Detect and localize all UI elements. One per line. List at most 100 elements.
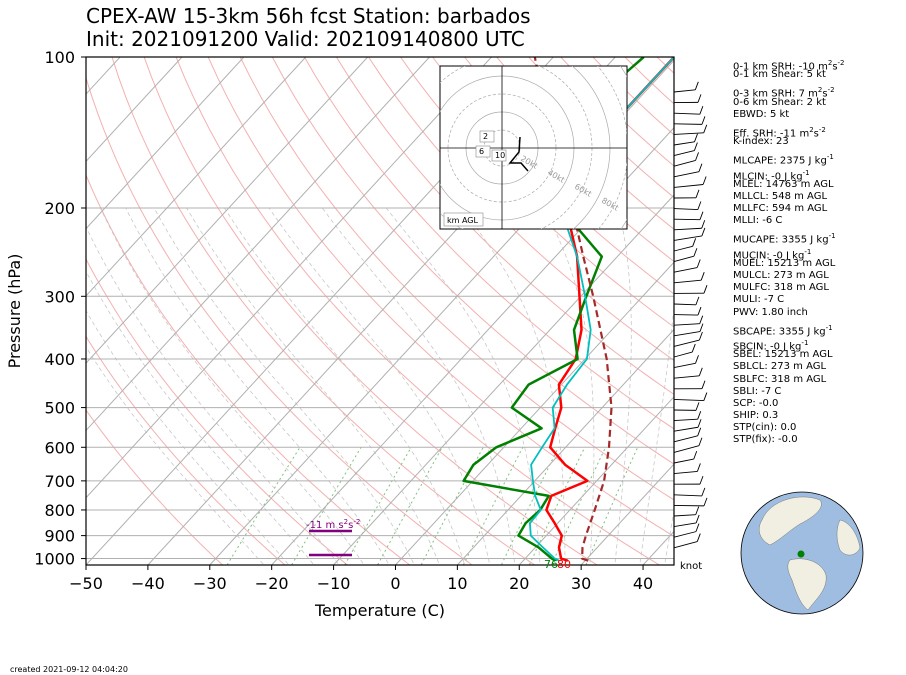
wind-barb — [673, 533, 701, 549]
index-row: Eff. SRH: -11 m2s-2 — [733, 125, 826, 140]
moist-adiabat — [268, 207, 491, 565]
index-row: 0-3 km SRH: 7 m2s-2 — [733, 86, 835, 100]
index-row: MUCAPE: 3355 J kg-1 — [733, 232, 836, 246]
wind-barb — [673, 355, 699, 369]
hodograph-legend: km AGL — [443, 212, 484, 227]
index-row: SCP: -0.0 — [733, 397, 779, 409]
index-row: MLCAPE: 2375 J kg-1 — [733, 153, 834, 167]
wetbulb-line — [529, 57, 674, 562]
moist-adiabat — [86, 225, 340, 565]
index-row: 0-1 km SRH: -10 m2s-2 — [733, 59, 845, 73]
wind-barb — [673, 427, 702, 443]
hodograph-trace — [508, 136, 529, 172]
globe-locator — [740, 491, 864, 615]
index-row: EBWD: 5 kt — [733, 108, 790, 120]
dry-adiabat — [239, 57, 674, 501]
mixing-ratio-line — [551, 447, 606, 565]
wind-barb — [673, 248, 698, 263]
index-row: 0-1 km Shear: 5 kt — [733, 69, 826, 81]
hodograph-frame — [439, 65, 628, 230]
wind-barb — [673, 163, 703, 178]
dry-adiabat — [111, 57, 536, 565]
x-tick-label: −40 — [131, 574, 165, 593]
wind-barb — [673, 142, 698, 157]
dry-adiabat — [86, 173, 411, 565]
srh-marker: -11 m s2s-2 — [306, 518, 360, 557]
index-row: MLEL: 14763 m AGL — [733, 178, 834, 190]
wind-barb — [673, 475, 704, 485]
index-row: MLLFC: 594 m AGL — [733, 203, 828, 215]
index-row: SBLI: -7 C — [733, 385, 782, 397]
wind-barb — [673, 315, 704, 326]
y-tick-label: 700 — [44, 472, 75, 491]
index-row: K-index: 23 — [733, 136, 789, 148]
axis-ticks: −50 −40 −30 −20 −10 0 10 20 30 40 100 200 300 400 500 6… — [5, 48, 653, 620]
wind-barb — [673, 402, 700, 411]
index-row: STP(cin): 0.0 — [733, 422, 797, 434]
index-row: MLLI: -6 C — [733, 215, 783, 227]
x-tick-label: 30 — [571, 574, 591, 593]
y-tick-label: 900 — [44, 527, 75, 546]
y-tick-label: 100 — [44, 48, 75, 67]
mixing-ratio-line — [500, 447, 559, 565]
title-line-2: Init: 2021091200 Valid: 202109140800 UTC — [86, 27, 525, 51]
dewpoint-line — [462, 57, 645, 562]
plot-frame — [85, 56, 675, 566]
index-row: MULFC: 318 m AGL — [733, 282, 829, 294]
hodograph-height-label: 2 — [479, 130, 495, 143]
wind-barb — [673, 514, 700, 528]
moist-adiabat — [639, 303, 674, 565]
isotherm — [457, 328, 674, 565]
wind-barb — [673, 523, 700, 538]
created-timestamp: created 2021-09-12 04:04:20 — [10, 665, 128, 674]
moist-adiabat — [125, 207, 390, 565]
temperature-line — [545, 57, 674, 562]
dry-adiabat — [86, 409, 224, 565]
moist-adiabat — [542, 207, 595, 565]
index-row: PWV: 1.80 inch — [733, 306, 808, 318]
dry-adiabat — [432, 57, 674, 295]
wind-barb — [673, 176, 707, 188]
index-row: MULCL: 273 m AGL — [733, 270, 829, 281]
dry-adiabat — [207, 57, 674, 537]
dry-adiabat — [143, 57, 599, 565]
wind-barb — [673, 437, 703, 453]
index-row: SBLFC: 318 m AGL — [733, 373, 827, 385]
wind-barb — [673, 392, 708, 402]
y-tick-label: 1000 — [34, 550, 75, 569]
wind-barb — [673, 189, 700, 199]
moist-adiabat — [321, 207, 516, 565]
y-tick-label: 400 — [44, 350, 75, 369]
isotherm — [395, 261, 674, 565]
surface-dewpoint-label: 76 — [544, 558, 558, 571]
isotherm — [86, 57, 183, 163]
wind-barb — [673, 227, 706, 241]
wind-barb — [673, 367, 703, 379]
dry-adiabat — [86, 258, 349, 565]
x-tick-label: −10 — [317, 574, 351, 593]
index-row: MUCIN: -0 J kg-1 — [733, 247, 812, 261]
srh-label: -11 m s2s-2 — [306, 518, 360, 531]
dry-adiabat — [86, 76, 474, 565]
mixing-ratio-line — [291, 447, 362, 565]
moist-adiabat — [100, 207, 365, 565]
index-row: MLLCL: 548 m AGL — [733, 190, 828, 202]
wind-barb — [673, 487, 706, 497]
mixing-ratio-line — [226, 447, 301, 565]
moist-adiabat — [86, 270, 315, 565]
moist-adiabat — [385, 207, 541, 565]
y-tick-label: 600 — [44, 438, 75, 457]
y-tick-label: 800 — [44, 501, 75, 520]
moist-adiabat — [86, 310, 290, 565]
wind-barb — [673, 343, 696, 358]
wind-barb — [673, 259, 701, 273]
wind-barb — [673, 124, 708, 135]
title-line-1: CPEX-AW 15-3km 56h fcst Station: barbado… — [86, 4, 531, 28]
wind-barb — [673, 506, 700, 517]
moist-adiabat — [86, 346, 265, 565]
hodograph-height-label: 6 — [475, 145, 491, 158]
stability-indices: 0-1 km SRH: -10 m2s-2 0-1 km Shear: 5 kt 0… — [733, 57, 845, 447]
y-tick-label: 300 — [44, 287, 75, 306]
isotherm — [86, 57, 307, 297]
moist-adiabat — [614, 207, 632, 565]
